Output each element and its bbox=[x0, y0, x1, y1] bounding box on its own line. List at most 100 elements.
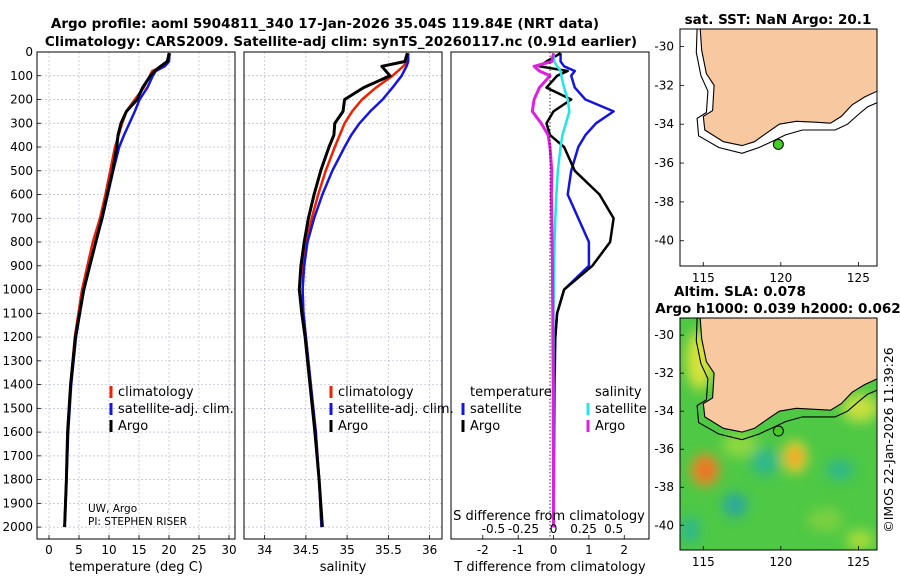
latitude-tick-label: -34 bbox=[654, 117, 674, 131]
sla-map-panel: Altim. SLA: 0.078 Argo h1000: 0.039 h200… bbox=[654, 284, 900, 569]
latitude-tick-label: -34 bbox=[654, 404, 674, 418]
difference-axes-box bbox=[450, 51, 650, 540]
series-line-argo bbox=[63, 52, 172, 528]
depth-tick-labels: 0 100 200 300 400 500 600 700 800 900 1000 1100 1200… bbox=[2, 45, 41, 534]
y-tick-label: 1600 bbox=[2, 425, 33, 439]
latitude-tick-label: -30 bbox=[654, 328, 674, 342]
salinity-tick-label: 0.25 bbox=[570, 522, 597, 536]
x-tick-label: 35 bbox=[339, 543, 354, 557]
argo-float-marker bbox=[772, 138, 784, 150]
longitude-tick-label: 115 bbox=[692, 271, 715, 285]
salinity-series bbox=[297, 52, 410, 528]
y-tick-label: 1100 bbox=[2, 306, 33, 320]
y-tick-label: 1900 bbox=[2, 496, 33, 510]
argo-float-marker bbox=[772, 425, 784, 437]
shelf-contour bbox=[695, 29, 877, 154]
legend-salinity-argo-label: Argo bbox=[595, 419, 625, 434]
figure-title-line1: Argo profile: aoml 5904811_340 17-Jan-20… bbox=[51, 16, 599, 32]
sst-map-frame bbox=[679, 28, 878, 267]
coastline bbox=[699, 318, 877, 433]
temperature-difference-axis-label: T difference from climatology bbox=[453, 560, 646, 575]
y-tick-label: 1500 bbox=[2, 401, 33, 415]
sst-map-features bbox=[695, 29, 877, 154]
x-tick-label: 20 bbox=[161, 543, 176, 557]
legend-satellite-label: satellite-adj. clim. bbox=[118, 402, 234, 417]
x-tick-label: 34.5 bbox=[293, 543, 320, 557]
y-tick-label: 1300 bbox=[2, 354, 33, 368]
sla-map-subtitle: Argo h1000: 0.039 h2000: 0.062 bbox=[655, 301, 900, 317]
y-tick-label: 0 bbox=[25, 45, 33, 59]
latitude-tick-label: -38 bbox=[654, 480, 674, 494]
y-tick-label: 200 bbox=[10, 93, 33, 107]
latitude-tick-label: -40 bbox=[654, 518, 674, 532]
y-tick-label: 500 bbox=[10, 164, 33, 178]
y-tick-label: 1700 bbox=[2, 449, 33, 463]
legend-salinity-satellite-label: satellite bbox=[595, 402, 647, 417]
y-tick-label: 700 bbox=[10, 211, 33, 225]
difference-series bbox=[530, 52, 615, 528]
difference-panel: -2 -1 0 1 2 -0.5 -0.25 0 0.25 0.5 S difference f… bbox=[450, 51, 650, 575]
salinity-difference-axis-label: S difference from climatology bbox=[453, 509, 645, 524]
imos-timestamp: ©IMOS 22-Jan-2026 11:39:26 bbox=[881, 347, 896, 533]
series-line-argo bbox=[297, 52, 409, 528]
coastline bbox=[699, 29, 877, 147]
credit-line2: PI: STEPHEN RISER bbox=[88, 516, 187, 528]
series-line-temperature-satellite bbox=[552, 53, 615, 528]
longitude-tick-label: 120 bbox=[769, 271, 792, 285]
legend-argo-label: Argo bbox=[118, 419, 148, 434]
latitude-tick-label: -32 bbox=[654, 366, 674, 380]
legend-temperature-title: temperature bbox=[470, 385, 552, 400]
sst-map-longitude-ticks: 115 120 125 bbox=[692, 262, 870, 285]
salinity-tick-label: -0.25 bbox=[508, 522, 539, 536]
temperature-legend: climatology satellite-adj. clim. Argo bbox=[109, 385, 234, 434]
salinity-tick-label: 0.5 bbox=[604, 522, 623, 536]
temperature-series bbox=[63, 52, 172, 528]
x-tick-label: 10 bbox=[101, 543, 116, 557]
y-tick-label: 100 bbox=[10, 69, 33, 83]
latitude-tick-label: -38 bbox=[654, 195, 674, 209]
y-tick-label: 1000 bbox=[2, 283, 33, 297]
salinity-tick-labels: 34 34.5 35 35.5 36 bbox=[257, 535, 437, 557]
latitude-tick-label: -36 bbox=[654, 156, 674, 170]
x-tick-label: 36 bbox=[422, 543, 437, 557]
y-tick-label: 2000 bbox=[2, 520, 33, 534]
x-tick-label: 35.5 bbox=[375, 543, 402, 557]
longitude-tick-label: 115 bbox=[692, 555, 715, 569]
sst-map-title: sat. SST: NaN Argo: 20.1 bbox=[685, 12, 872, 28]
x-tick-label: 30 bbox=[221, 543, 236, 557]
sla-map-latitude-ticks: -30 -32 -34 -36 -38 -40 bbox=[654, 328, 684, 532]
y-tick-label: 400 bbox=[10, 140, 33, 154]
x-tick-label: 34 bbox=[257, 543, 272, 557]
sla-map-title: Altim. SLA: 0.078 bbox=[674, 284, 806, 300]
australia-landmass bbox=[700, 318, 877, 433]
x-tick-label: 0 bbox=[550, 543, 558, 557]
credit-line1: UW, Argo bbox=[88, 503, 137, 515]
salinity-tick-label: 0 bbox=[550, 522, 558, 536]
latitude-tick-label: -40 bbox=[654, 234, 674, 248]
latitude-tick-label: -30 bbox=[654, 39, 674, 53]
figure-title-line2: Climatology: CARS2009. Satellite-adj cli… bbox=[45, 34, 637, 50]
x-tick-label: -1 bbox=[512, 543, 524, 557]
difference-legend: temperature satellite Argo salinity sate… bbox=[461, 385, 647, 434]
y-tick-label: 1200 bbox=[2, 330, 33, 344]
y-tick-label: 1800 bbox=[2, 473, 33, 487]
sla-heatmap bbox=[680, 318, 877, 550]
longitude-tick-label: 125 bbox=[847, 555, 870, 569]
salinity-panel: 34 34.5 35 35.5 36 salinity climatology sate… bbox=[243, 51, 454, 575]
x-tick-label: 2 bbox=[620, 543, 628, 557]
salinity-axis-label: salinity bbox=[320, 560, 367, 575]
x-tick-label: -2 bbox=[477, 543, 489, 557]
temperature-axes-box bbox=[36, 51, 236, 540]
temperature-tick-labels: 0 5 10 15 20 25 30 bbox=[45, 535, 237, 557]
x-tick-label: 5 bbox=[75, 543, 83, 557]
x-tick-label: 15 bbox=[131, 543, 146, 557]
y-tick-label: 900 bbox=[10, 259, 33, 273]
y-tick-label: 1400 bbox=[2, 378, 33, 392]
legend-climatology-label: climatology bbox=[338, 385, 414, 400]
y-tick-label: 800 bbox=[10, 235, 33, 249]
temperature-panel: 0100200300400500600700800900100011001200… bbox=[2, 45, 236, 575]
legend-climatology-label: climatology bbox=[118, 385, 194, 400]
legend-satellite-label: satellite-adj. clim. bbox=[338, 402, 454, 417]
